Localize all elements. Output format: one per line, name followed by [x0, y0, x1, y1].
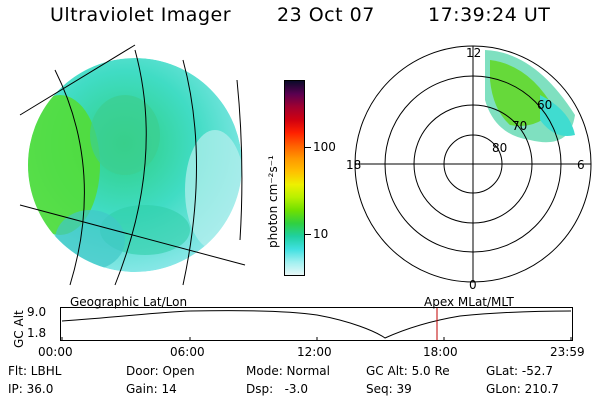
gc-alt-info: GC Alt: 5.0 Re — [366, 364, 450, 378]
mlt-label-0: 0 — [469, 278, 477, 292]
colorbar-tick-mark — [305, 147, 311, 148]
x-tick-06: 06:00 — [170, 345, 205, 359]
seq-info: Seq: 39 — [366, 382, 412, 396]
glat-info: GLat: -52.7 — [486, 364, 553, 378]
door-info: Door: Open — [126, 364, 195, 378]
apex-label: Apex MLat/MLT — [424, 295, 514, 309]
date-label: 23 Oct 07 — [277, 4, 375, 26]
time-label: 17:39:24 UT — [428, 4, 551, 26]
altitude-plot — [60, 307, 573, 341]
gain-info: Gain: 14 — [126, 382, 177, 396]
colorbar-tick-mark — [305, 234, 311, 235]
colorbar — [284, 80, 305, 276]
app-title: Ultraviolet Imager — [50, 4, 232, 26]
geographic-image — [19, 44, 246, 286]
polar-plot — [354, 45, 592, 283]
mlt-label-12: 12 — [466, 46, 482, 60]
x-tick-2359: 23:59 — [550, 345, 585, 359]
geographic-label: Geographic Lat/Lon — [70, 295, 188, 309]
y-tick-9: 9.0 — [27, 305, 47, 319]
x-tick-12: 12:00 — [297, 345, 332, 359]
gc-alt-axis-title: GC Alt — [12, 310, 26, 348]
x-tick-00: 00:00 — [38, 345, 73, 359]
lat-label-80: 80 — [492, 141, 508, 155]
filter-info: Flt: LBHL — [8, 364, 62, 378]
glon-info: GLon: 210.7 — [486, 382, 559, 396]
mlt-label-6: 6 — [577, 158, 585, 172]
lat-label-60: 60 — [537, 98, 553, 112]
colorbar-unit-label: photon cm⁻²s⁻¹ — [266, 155, 280, 248]
lat-label-70: 70 — [512, 119, 528, 133]
mode-info: Mode: Normal — [246, 364, 330, 378]
colorbar-tick-10: 10 — [313, 227, 329, 241]
colorbar-gradient — [285, 81, 304, 275]
y-tick-1-8: 1.8 — [27, 326, 47, 340]
ip-info: IP: 36.0 — [8, 382, 54, 396]
mlt-label-18: 18 — [346, 158, 362, 172]
x-tick-18: 18:00 — [423, 345, 458, 359]
colorbar-tick-100: 100 — [313, 140, 336, 154]
dsp-info: Dsp: -3.0 — [246, 382, 309, 396]
altitude-curve — [61, 310, 572, 339]
